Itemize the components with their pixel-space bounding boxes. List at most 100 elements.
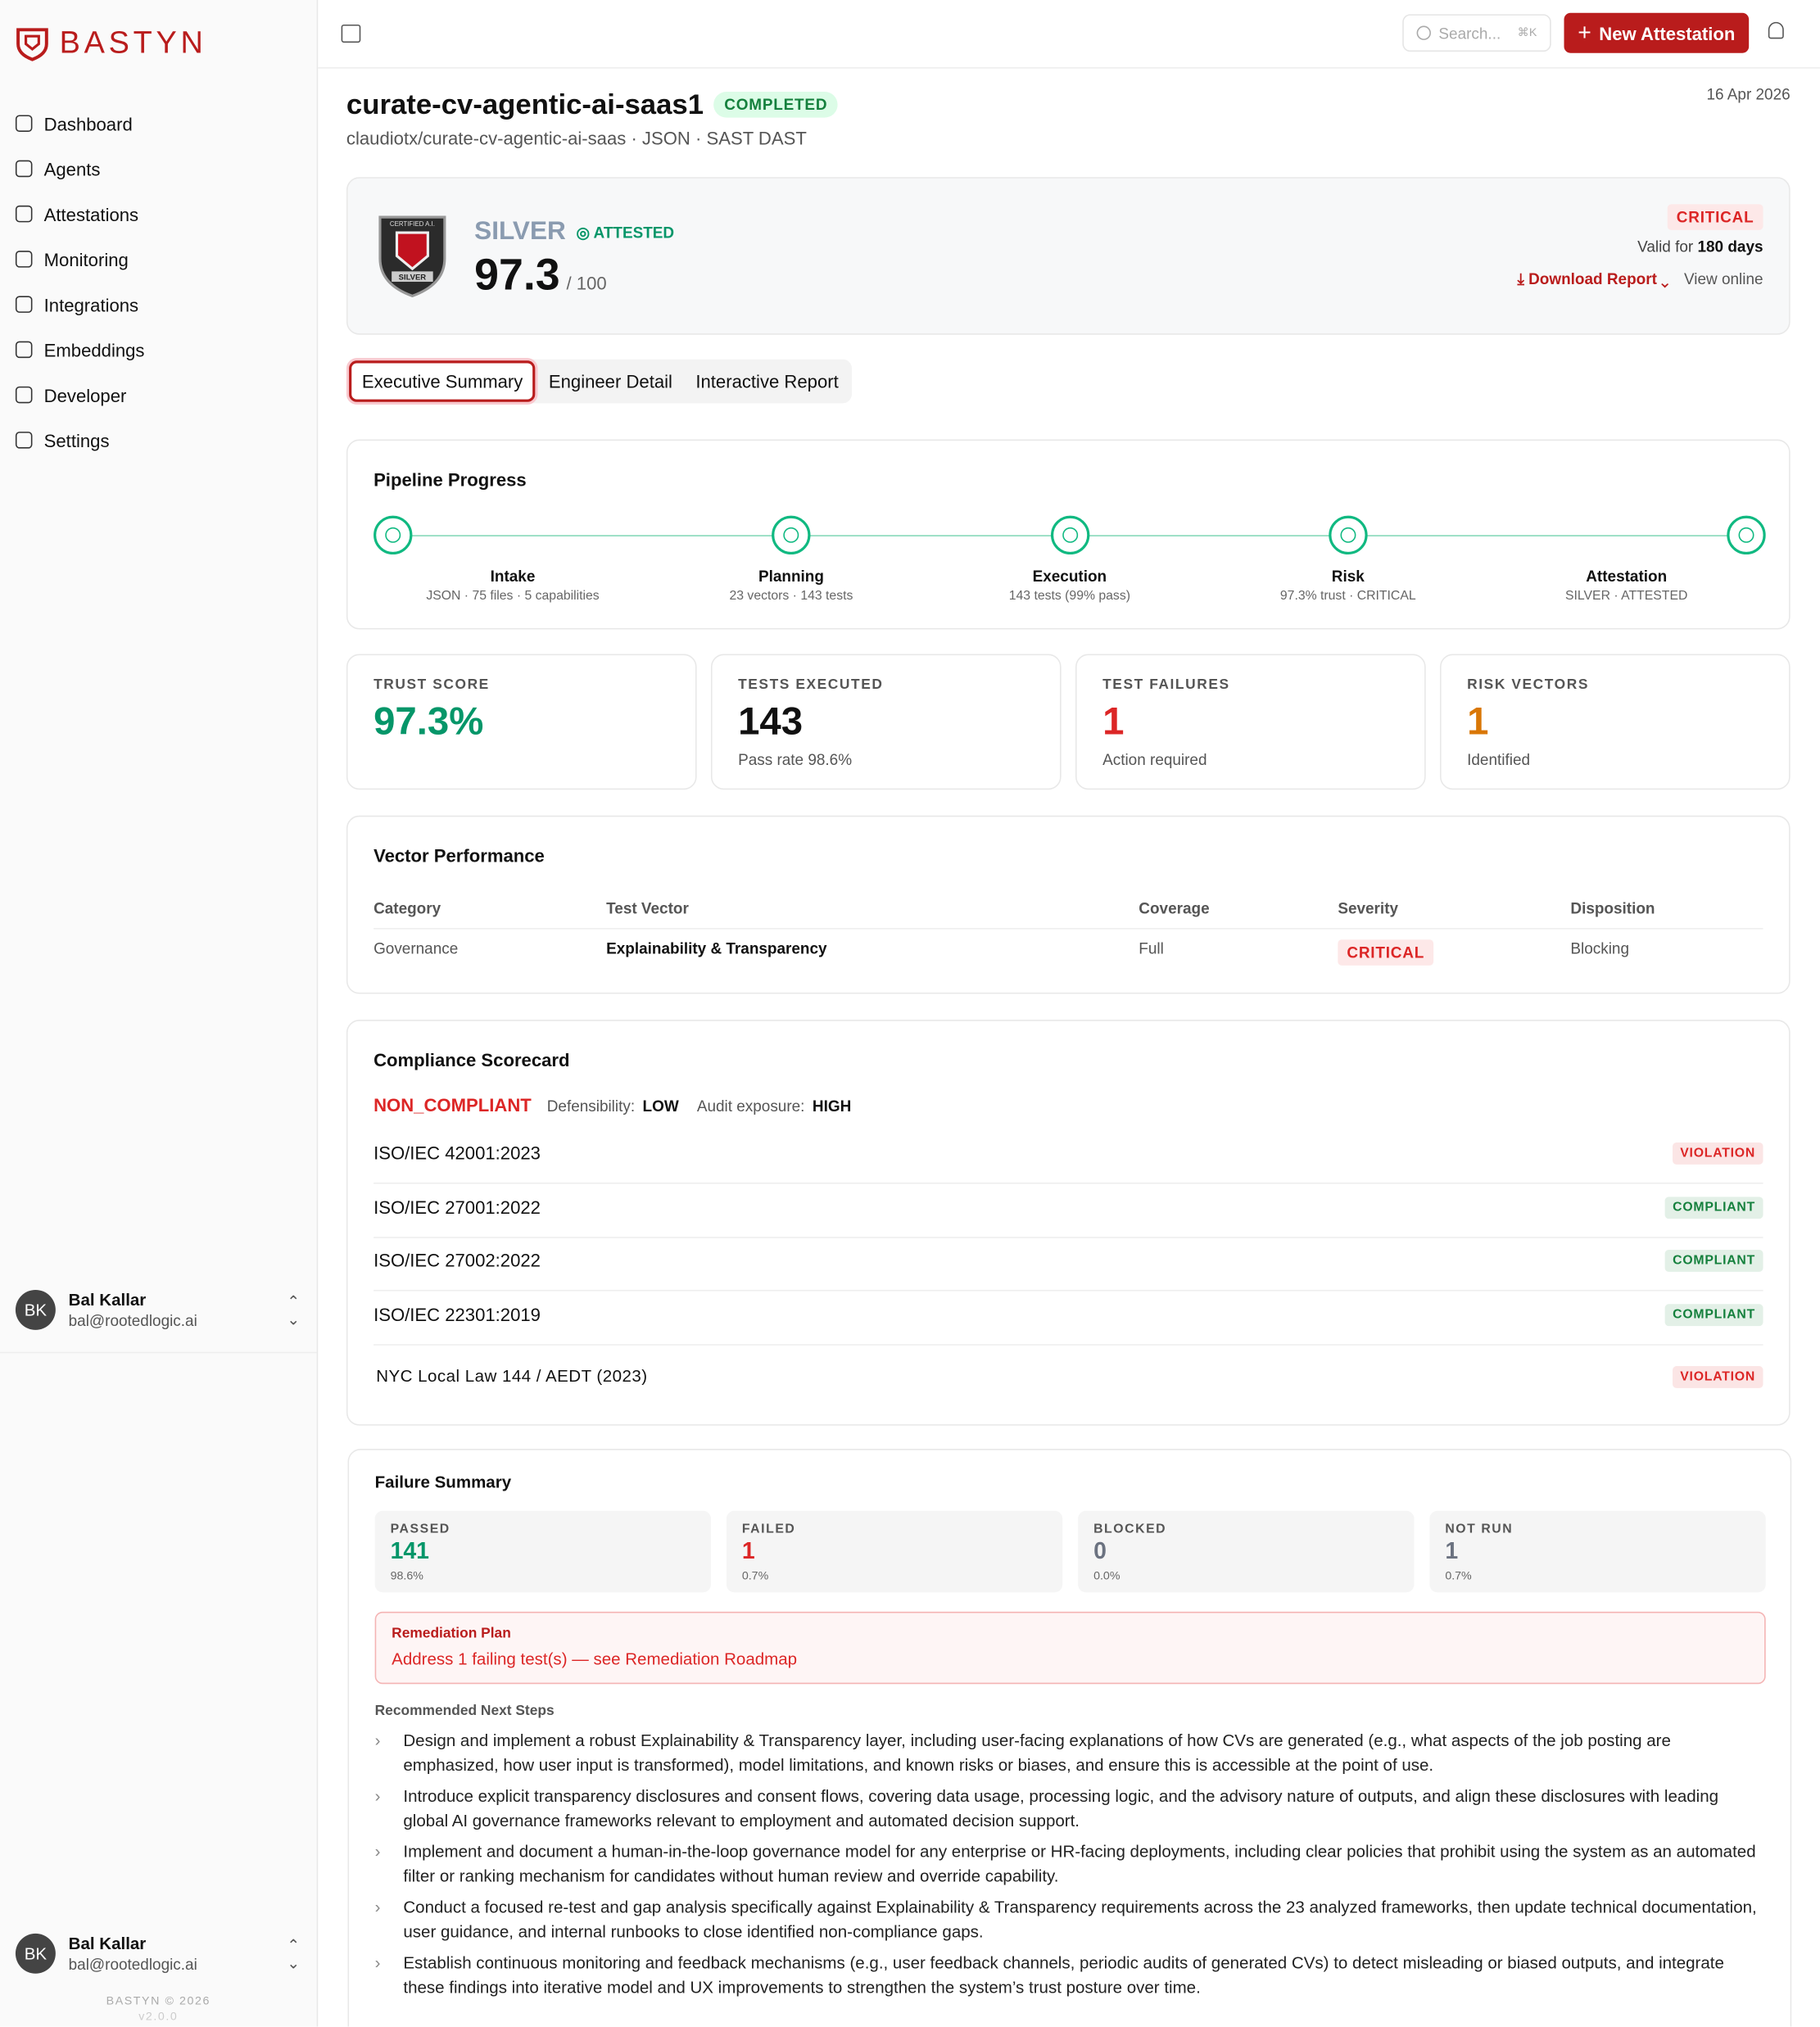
standard-name: ISO/IEC 42001:2023 bbox=[374, 1142, 541, 1164]
nav-item[interactable]: Settings bbox=[15, 418, 145, 463]
nav-item[interactable]: Developer bbox=[15, 372, 145, 417]
standard-status: VIOLATION bbox=[1672, 1142, 1763, 1165]
tab[interactable]: Interactive Report bbox=[695, 370, 839, 392]
stat-value: 141 bbox=[390, 1537, 430, 1564]
page-title: curate-cv-agentic-ai-saas1 bbox=[346, 88, 704, 120]
tab[interactable]: Executive Summary bbox=[349, 360, 536, 402]
table-cell: Explainability & Transparency bbox=[606, 939, 827, 958]
step-icon bbox=[772, 515, 811, 555]
check bbox=[1340, 527, 1356, 543]
standard-status: COMPLIANT bbox=[1664, 1303, 1763, 1326]
remediation-title: Remediation Plan bbox=[392, 1626, 511, 1642]
stat-card: FAILED 1 0.7% bbox=[726, 1510, 1063, 1593]
stat-pct: 0.0% bbox=[1093, 1568, 1121, 1582]
metric-label: RISK VECTORS bbox=[1467, 676, 1589, 693]
badge-bottom: SILVER bbox=[399, 274, 427, 283]
sidebar: BASTYN Dashboard Agents Attestations Monito… bbox=[0, 0, 319, 2027]
metric-value: 143 bbox=[738, 700, 804, 744]
brand-logo bbox=[16, 28, 48, 61]
new-attestation-button[interactable]: + New Attestation bbox=[1564, 12, 1750, 53]
standard-status: COMPLIANT bbox=[1664, 1196, 1763, 1219]
search[interactable]: Search... ⌘K bbox=[1402, 14, 1551, 52]
metric-label: TESTS EXECUTED bbox=[738, 676, 884, 693]
bullet-icon: › bbox=[374, 1841, 381, 1862]
score-row: 97.3 / 100 bbox=[474, 251, 606, 301]
status-badge: COMPLETED bbox=[713, 92, 838, 118]
compliance-card: Compliance Scorecard NON_COMPLIANT Defen… bbox=[346, 1020, 1791, 1426]
metric-value: 97.3% bbox=[374, 700, 484, 744]
nav-icon bbox=[15, 251, 33, 268]
nav-item[interactable]: Embeddings bbox=[15, 327, 144, 372]
search-icon bbox=[1416, 25, 1431, 40]
avatar: BK bbox=[15, 1933, 56, 1974]
step-icon bbox=[1050, 515, 1089, 555]
nav-item[interactable]: Dashboard bbox=[15, 101, 145, 146]
stat-pct: 98.6% bbox=[390, 1568, 423, 1582]
nav-label: Agents bbox=[43, 158, 101, 179]
download-report[interactable]: ⤓ Download Report ⌄ bbox=[1517, 269, 1669, 288]
button-label: New Attestation bbox=[1599, 22, 1736, 43]
step-label: Planning bbox=[758, 567, 824, 586]
nav-icon bbox=[15, 432, 33, 449]
row-divider bbox=[374, 1289, 1763, 1292]
column-header: Severity bbox=[1338, 899, 1399, 918]
remediation-text: Address 1 failing test(s) — see Remediat… bbox=[392, 1649, 798, 1669]
nav-item[interactable]: Monitoring bbox=[15, 237, 145, 282]
check bbox=[385, 527, 401, 543]
brand: BASTYN bbox=[16, 26, 207, 62]
exposure-label: Audit exposure: bbox=[696, 1097, 805, 1115]
nav-item[interactable]: Integrations bbox=[15, 282, 145, 327]
nav-label: Settings bbox=[43, 429, 110, 450]
user-menu[interactable]: BK Bal Kallar bal@rootedlogic.ai ⌃ ⌄ bbox=[15, 1933, 300, 1974]
stat-label: FAILED bbox=[741, 1523, 796, 1537]
nav-icon bbox=[15, 160, 33, 178]
user-email: bal@rootedlogic.ai bbox=[68, 1955, 197, 1974]
sidebar-toggle[interactable] bbox=[341, 24, 361, 43]
nav: Dashboard Agents Attestations Monitoring Int… bbox=[15, 101, 145, 463]
tab[interactable]: Engineer Detail bbox=[548, 370, 672, 392]
nav-icon bbox=[15, 296, 33, 313]
next-steps: › Design and implement a robust Explainab… bbox=[375, 1728, 1766, 2006]
user-name: Bal Kallar bbox=[68, 1289, 147, 1310]
notifications[interactable] bbox=[1768, 21, 1784, 39]
vector-card: Vector Performance Category Test Vector Co… bbox=[346, 815, 1791, 994]
download-label: Download Report bbox=[1528, 269, 1657, 288]
card-title: Failure Summary bbox=[374, 1472, 512, 1492]
next-step: › Conduct a focused re-test and gap analy… bbox=[375, 1894, 1766, 1943]
risk-badge: CRITICAL bbox=[1667, 204, 1763, 230]
user-name: Bal Kallar bbox=[68, 1933, 147, 1953]
column-header: Disposition bbox=[1570, 899, 1655, 918]
bullet-icon: › bbox=[374, 1785, 381, 1806]
table-cell: CRITICAL bbox=[1338, 939, 1434, 966]
step-label: Attestation bbox=[1586, 567, 1668, 586]
step-detail: SILVER · ATTESTED bbox=[1565, 589, 1688, 604]
copyright: BASTYN © 2026 bbox=[106, 1994, 211, 2007]
metric-label: TEST FAILURES bbox=[1102, 676, 1230, 693]
table-cell: Blocking bbox=[1570, 939, 1629, 958]
version: v2.0.0 bbox=[138, 2009, 179, 2023]
failure-card: Failure Summary Remediation Plan Address… bbox=[347, 1449, 1792, 2027]
nav-item[interactable]: Agents bbox=[15, 146, 145, 191]
nav-item[interactable]: Attestations bbox=[15, 192, 145, 237]
stat-pct: 0.7% bbox=[741, 1568, 769, 1582]
metric-card: TESTS EXECUTED 143 Pass rate 98.6% bbox=[710, 654, 1062, 790]
metric-value: 1 bbox=[1467, 700, 1489, 744]
step-icon bbox=[374, 515, 413, 555]
step-icon bbox=[1727, 515, 1766, 555]
check bbox=[783, 527, 799, 543]
row-divider bbox=[374, 1236, 1763, 1238]
row-divider bbox=[374, 1182, 1763, 1184]
defensibility-label: Defensibility: bbox=[546, 1097, 636, 1115]
step-detail: 23 vectors · 143 tests bbox=[729, 589, 853, 604]
table-cell: Governance bbox=[374, 939, 459, 958]
card-title: Pipeline Progress bbox=[374, 468, 527, 491]
stat-card: BLOCKED 0 0.0% bbox=[1078, 1510, 1415, 1593]
view-online[interactable]: View online bbox=[1684, 269, 1763, 288]
next-step: › Implement and document a human-in-the-l… bbox=[375, 1839, 1766, 1889]
next-step-text: Design and implement a robust Explainabi… bbox=[403, 1731, 1671, 1775]
step-label: Risk bbox=[1331, 567, 1365, 586]
brand-name: BASTYN bbox=[59, 25, 207, 61]
status: NON_COMPLIANT bbox=[374, 1094, 532, 1115]
stat-label: PASSED bbox=[390, 1523, 450, 1537]
user-menu[interactable]: BK Bal Kallar bal@rootedlogic.ai ⌃ ⌄ bbox=[15, 1289, 300, 1330]
